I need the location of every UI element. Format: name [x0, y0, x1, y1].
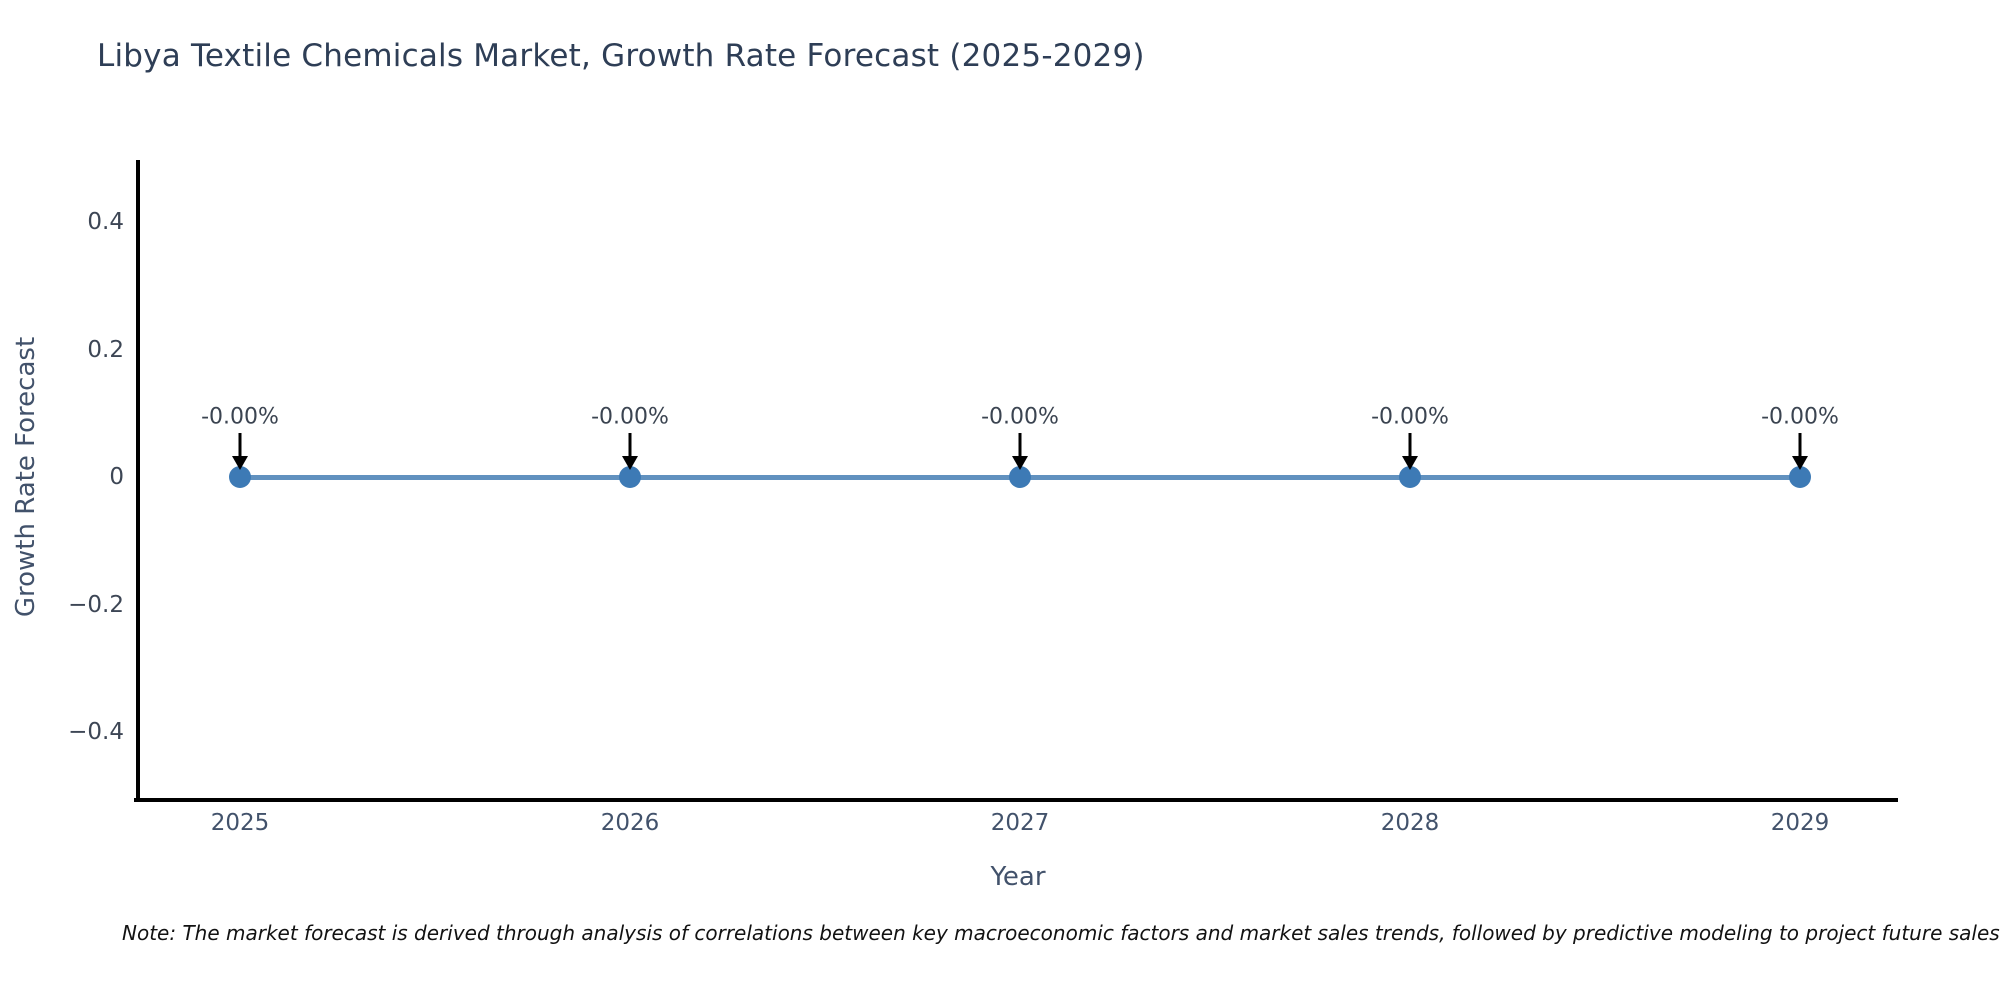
annotation-arrow-stem [1798, 433, 1802, 458]
annotation-arrow-stem [1408, 433, 1412, 458]
y-tick: 0 [109, 464, 124, 490]
x-tick: 2028 [1380, 810, 1440, 836]
data-point-marker [1399, 466, 1421, 488]
data-point-marker [1009, 466, 1031, 488]
x-tick: 2027 [990, 810, 1050, 836]
annotation-arrowhead-icon [1792, 456, 1808, 470]
x-tick: 2029 [1770, 810, 1830, 836]
annotation-label: -0.00% [201, 404, 279, 430]
y-tick: −0.2 [68, 591, 124, 618]
annotation-arrow-stem [628, 433, 632, 458]
y-axis-spine [136, 160, 140, 802]
data-point-marker [229, 466, 251, 488]
annotation-label: -0.00% [1761, 404, 1839, 430]
annotation-label: -0.00% [981, 404, 1059, 430]
annotation-arrowhead-icon [1012, 456, 1028, 470]
annotation-label: -0.00% [1371, 404, 1449, 430]
x-tick: 2025 [210, 810, 270, 836]
footnote: Note: The market forecast is derived thr… [122, 921, 2000, 945]
x-axis-spine [134, 798, 1898, 802]
annotation-arrow-stem [1018, 433, 1022, 458]
x-axis-label: Year [990, 862, 1046, 892]
chart-title: Libya Textile Chemicals Market, Growth R… [97, 38, 1145, 74]
annotation-arrow-stem [238, 433, 242, 458]
y-tick: 0.2 [87, 336, 124, 363]
y-tick: −0.4 [68, 719, 124, 745]
y-tick: 0.4 [87, 209, 124, 235]
annotation-arrowhead-icon [622, 456, 638, 470]
data-point-marker [619, 466, 641, 488]
annotation-label: -0.00% [591, 404, 669, 430]
annotation-arrowhead-icon [232, 456, 248, 470]
x-tick: 2026 [600, 810, 660, 836]
annotation-arrowhead-icon [1402, 456, 1418, 470]
data-point-marker [1789, 466, 1811, 488]
